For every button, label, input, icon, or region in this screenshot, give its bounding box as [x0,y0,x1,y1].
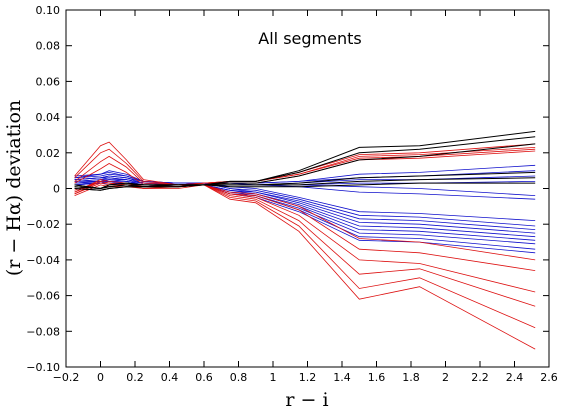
x-tick-label-0: −0.2 [53,371,80,384]
y-tick-label-4: −0.02 [26,218,60,231]
x-tick-label-7: 1.2 [299,371,317,384]
x-tick-label-2: 0.2 [126,371,144,384]
series-layer [74,130,536,350]
x-tick-label-8: 1.4 [333,371,351,384]
x-tick-label-11: 2 [442,371,449,384]
y-tick-label-9: 0.08 [36,40,61,53]
x-tick-label-4: 0.6 [195,371,213,384]
y-tick-label-2: −0.06 [26,290,60,303]
y-tick-label-10: 0.10 [36,4,61,17]
y-tick-label-3: −0.04 [26,254,60,267]
y-tick-label-1: −0.08 [26,325,60,338]
x-tick-label-1: 0 [97,371,104,384]
chart-title: All segments [258,29,361,48]
y-tick-label-6: 0.02 [36,147,61,160]
y-tick-label-0: −0.10 [26,361,60,374]
ticks-layer: −0.2 0 0.2 0.4 0.6 0.8 1 1.2 1.4 1.6 1.8 2 2.2 2.4 2.6… [26,4,557,384]
x-tick-label-13: 2.4 [506,371,524,384]
y-tick-label-8: 0.06 [36,75,61,88]
y-tick-label-7: 0.04 [36,111,61,124]
series-line-black-5 [74,182,536,191]
y-axis-label: (r − Hα) deviation [3,100,25,276]
x-tick-label-5: 0.8 [230,371,248,384]
y-tick-label-5: 0 [53,183,60,196]
plot-frame [65,9,550,368]
x-tick-label-10: 1.8 [402,371,420,384]
x-tick-label-9: 1.6 [368,371,386,384]
x-tick-label-3: 0.4 [161,371,179,384]
x-tick-label-6: 1 [270,371,277,384]
x-tick-label-12: 2.2 [471,371,489,384]
x-tick-label-14: 2.6 [540,371,558,384]
x-axis-label: r − i [285,389,328,410]
